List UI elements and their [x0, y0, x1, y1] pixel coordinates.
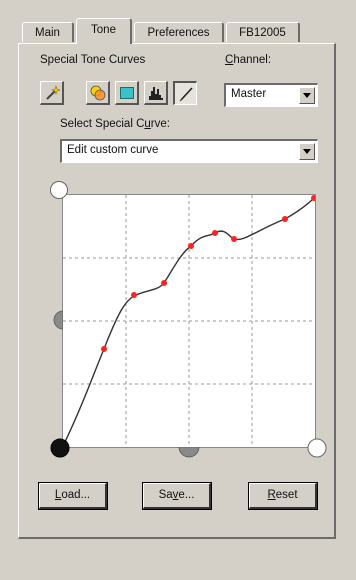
special-curve-select[interactable]: Edit custom curve [60, 139, 318, 163]
control-point[interactable] [231, 236, 237, 242]
white-input-handle[interactable] [306, 437, 328, 459]
color-balance-icon [90, 85, 105, 100]
tab-preferences[interactable]: Preferences [134, 22, 224, 42]
tone-curve-graph[interactable] [62, 194, 316, 448]
load-button[interactable]: Load... [38, 482, 108, 510]
control-point[interactable] [131, 292, 137, 298]
control-point[interactable] [212, 230, 218, 236]
curve-pen-icon [179, 86, 193, 101]
control-point[interactable] [282, 216, 288, 222]
control-point[interactable] [101, 346, 107, 352]
white-output-handle[interactable] [49, 180, 69, 200]
special-tone-curves-label: Special Tone Curves [40, 54, 146, 66]
curve-control-points[interactable] [63, 195, 315, 447]
channel-select[interactable]: Master [224, 83, 318, 107]
special-curve-value: Edit custom curve [67, 144, 159, 156]
curve-pen-button[interactable] [173, 81, 197, 105]
control-point[interactable] [161, 280, 167, 286]
color-balance-button[interactable] [86, 81, 110, 105]
black-input-handle[interactable] [49, 437, 71, 459]
midtone-input-handle[interactable] [178, 447, 200, 461]
histogram-icon [148, 86, 163, 100]
reset-button[interactable]: Reset [248, 482, 318, 510]
midtone-output-handle[interactable] [49, 310, 63, 330]
rectangle-icon [119, 86, 134, 99]
magic-wand-icon [45, 84, 60, 100]
rectangle-button[interactable] [115, 81, 139, 105]
histogram-button[interactable] [144, 81, 168, 105]
channel-label: Channel: [225, 54, 272, 66]
tab-main[interactable]: Main [22, 22, 74, 42]
chevron-down-icon[interactable] [299, 87, 315, 104]
tab-fb12005[interactable]: FB12005 [226, 22, 300, 42]
tab-tone[interactable]: Tone [76, 18, 132, 44]
control-point[interactable] [311, 195, 315, 201]
save-button[interactable]: Save... [142, 482, 212, 510]
control-point[interactable] [188, 243, 194, 249]
grid-lines [63, 195, 315, 447]
tone-curve-canvas [63, 195, 315, 447]
select-special-curve-label: Select Special Curve: [60, 118, 170, 130]
chevron-down-icon[interactable] [299, 143, 315, 160]
channel-value: Master [231, 88, 267, 100]
magic-wand-button[interactable] [40, 81, 64, 105]
